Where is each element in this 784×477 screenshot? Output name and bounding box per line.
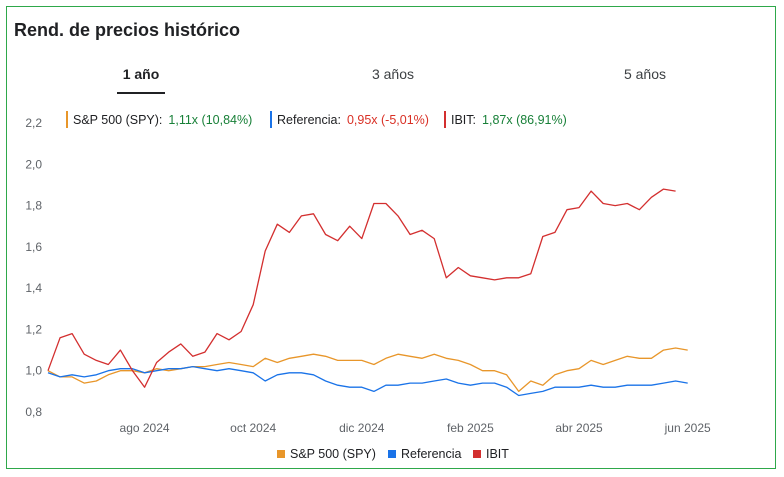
legend-spy-name: S&P 500 (SPY):	[73, 112, 163, 127]
y-tick-label: 1,4	[25, 281, 42, 295]
active-tab-indicator	[117, 92, 165, 94]
chart-card	[6, 6, 776, 469]
series-line-ibit	[47, 188, 676, 388]
x-tick-label: oct 2024	[230, 421, 276, 435]
y-tick-label: 1,8	[25, 199, 42, 213]
bottom-legend-referencia: Referencia	[388, 447, 461, 461]
legend-ibit-value: 1,87x (86,91%)	[482, 112, 567, 127]
x-tick-label: ago 2024	[120, 421, 170, 435]
tab-5-years[interactable]: 5 años	[623, 66, 667, 82]
bottom-legend-spy-swatch	[277, 450, 285, 458]
legend-referencia-name: Referencia:	[277, 112, 341, 127]
legend-ibit: IBIT: 1,87x (86,91%)	[444, 111, 567, 128]
bottom-legend-referencia-label: Referencia	[401, 447, 462, 461]
legend-spy-marker	[66, 111, 68, 128]
legend-referencia-value: 0,95x (-5,01%)	[346, 112, 429, 127]
bottom-legend-ibit-label: IBIT	[486, 447, 509, 461]
y-tick-label: 0,8	[25, 405, 42, 419]
x-tick-label: feb 2025	[447, 421, 494, 435]
x-tick-label: dic 2024	[339, 421, 385, 435]
tab-3-years[interactable]: 3 años	[371, 66, 415, 82]
bottom-legend-spy: S&P 500 (SPY)	[277, 447, 376, 461]
y-tick-label: 1,2	[25, 322, 42, 336]
y-tick-label: 1,0	[25, 364, 42, 378]
series-line-referencia	[47, 365, 688, 397]
bottom-legend-ibit: IBIT	[473, 447, 509, 461]
tab-1-year[interactable]: 1 año	[122, 66, 160, 82]
bottom-legend-spy-label: S&P 500 (SPY)	[290, 447, 376, 461]
legend-referencia: Referencia: 0,95x (-5,01%)	[270, 111, 429, 128]
x-tick-label: jun 2025	[664, 421, 711, 435]
bottom-legend-ibit-swatch	[473, 450, 481, 458]
y-tick-label: 2,2	[25, 116, 42, 130]
y-tick-label: 2,0	[25, 157, 42, 171]
bottom-legend-referencia-swatch	[388, 450, 396, 458]
legend-ibit-marker	[444, 111, 446, 128]
page-title: Rend. de precios histórico	[14, 20, 241, 40]
x-tick-label: abr 2025	[555, 421, 603, 435]
y-tick-label: 1,6	[25, 240, 42, 254]
series-line-spy	[47, 347, 688, 393]
legend-spy: S&P 500 (SPY): 1,11x (10,84%)	[66, 111, 252, 128]
legend-spy-value: 1,11x (10,84%)	[168, 112, 253, 127]
legend-ibit-name: IBIT:	[451, 112, 477, 127]
legend-referencia-marker	[270, 111, 272, 128]
